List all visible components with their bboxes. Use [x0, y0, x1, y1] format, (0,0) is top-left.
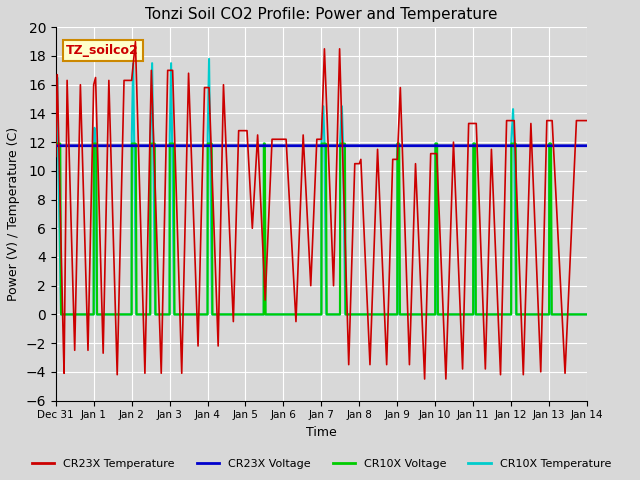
Legend: CR23X Temperature, CR23X Voltage, CR10X Voltage, CR10X Temperature: CR23X Temperature, CR23X Voltage, CR10X … [28, 455, 616, 474]
Y-axis label: Power (V) / Temperature (C): Power (V) / Temperature (C) [7, 127, 20, 301]
Title: Tonzi Soil CO2 Profile: Power and Temperature: Tonzi Soil CO2 Profile: Power and Temper… [145, 7, 498, 22]
X-axis label: Time: Time [306, 426, 337, 439]
Text: TZ_soilco2: TZ_soilco2 [67, 44, 139, 57]
